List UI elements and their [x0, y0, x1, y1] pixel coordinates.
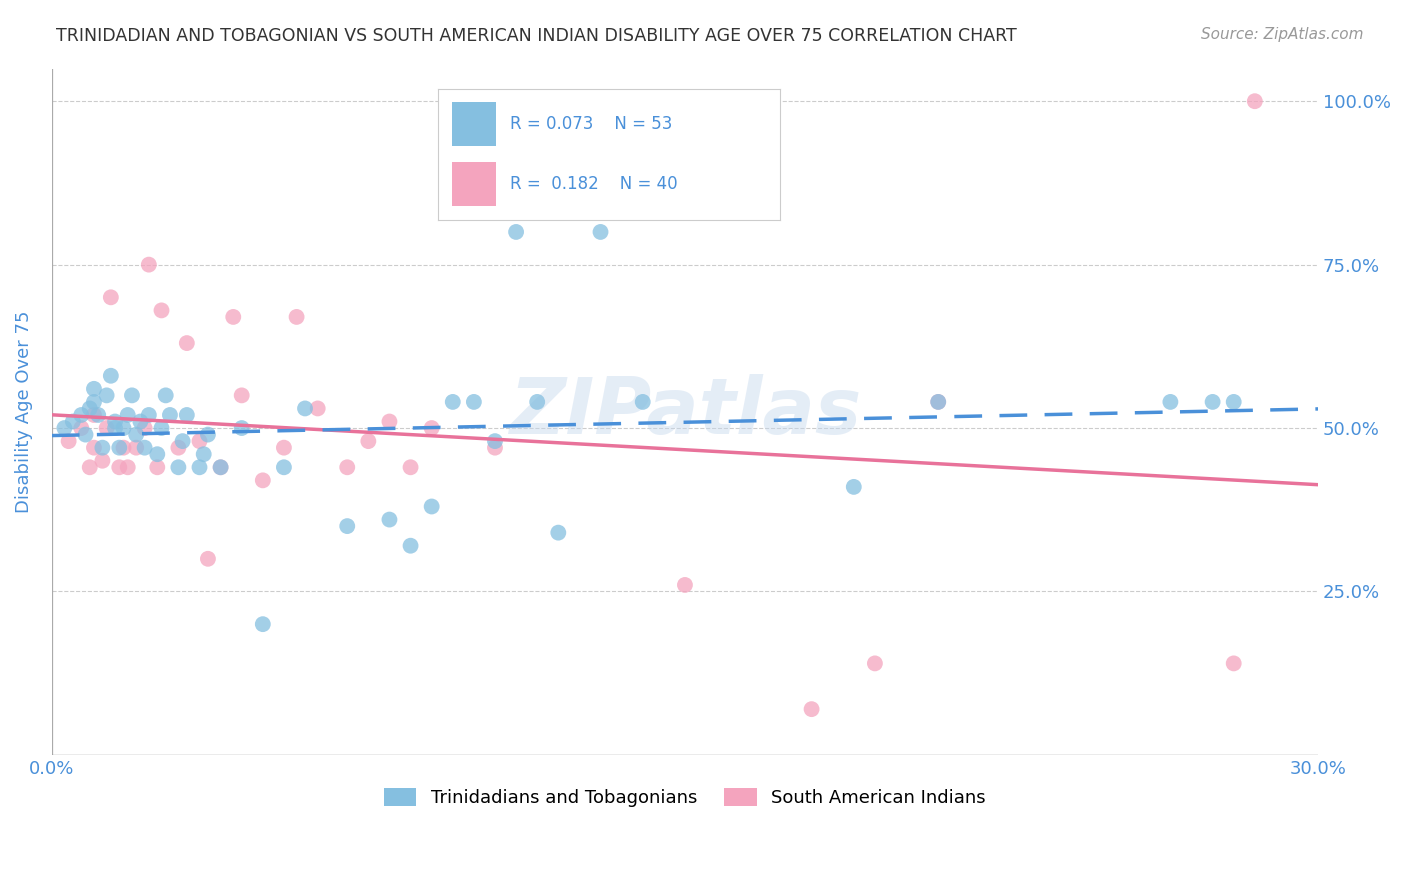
Point [673, 578, 696, 592]
Point [420, 421, 443, 435]
Point [87, 408, 110, 422]
Point [83, 408, 105, 422]
Point [125, 441, 148, 455]
Point [176, 336, 198, 351]
Point [1159, 395, 1181, 409]
Point [146, 460, 169, 475]
Point [172, 434, 194, 449]
Point [231, 388, 253, 402]
Point [1222, 395, 1244, 409]
Point [117, 460, 139, 475]
Point [75, 427, 97, 442]
Point [155, 388, 177, 402]
Point [112, 421, 135, 435]
Point [100, 368, 122, 383]
Point [1243, 94, 1265, 108]
Point [222, 310, 245, 324]
Point [108, 460, 131, 475]
Point [420, 500, 443, 514]
Point [209, 460, 232, 475]
Point [104, 421, 127, 435]
Point [58, 434, 80, 449]
Point [129, 415, 152, 429]
Point [125, 427, 148, 442]
Point [285, 310, 308, 324]
Point [104, 415, 127, 429]
Point [484, 434, 506, 449]
Point [138, 408, 160, 422]
Point [399, 460, 422, 475]
Point [378, 415, 401, 429]
Point [146, 447, 169, 461]
Point [800, 702, 823, 716]
Point [117, 408, 139, 422]
Point [100, 290, 122, 304]
Point [70, 421, 93, 435]
Point [159, 408, 181, 422]
Point [91, 454, 114, 468]
Point [547, 525, 569, 540]
Point [83, 395, 105, 409]
Point [927, 395, 949, 409]
Point [273, 460, 295, 475]
Point [197, 551, 219, 566]
Point [441, 395, 464, 409]
Point [79, 401, 101, 416]
Point [79, 460, 101, 475]
Y-axis label: Disability Age Over 75: Disability Age Over 75 [15, 310, 32, 513]
Point [112, 441, 135, 455]
Point [842, 480, 865, 494]
Point [294, 401, 316, 416]
Point [357, 434, 380, 449]
Point [484, 441, 506, 455]
Point [188, 434, 211, 449]
Point [307, 401, 329, 416]
Point [134, 421, 156, 435]
Point [273, 441, 295, 455]
Point [150, 421, 173, 435]
Point [1201, 395, 1223, 409]
Point [193, 447, 215, 461]
Point [378, 512, 401, 526]
Point [83, 382, 105, 396]
Point [399, 539, 422, 553]
Point [927, 395, 949, 409]
Point [188, 460, 211, 475]
Point [463, 94, 485, 108]
Point [863, 657, 886, 671]
Point [96, 421, 118, 435]
Point [197, 427, 219, 442]
Point [91, 441, 114, 455]
Text: Source: ZipAtlas.com: Source: ZipAtlas.com [1201, 27, 1364, 42]
Point [53, 421, 76, 435]
Point [209, 460, 232, 475]
Point [336, 519, 359, 533]
Point [336, 460, 359, 475]
Point [96, 388, 118, 402]
Point [463, 395, 485, 409]
Point [167, 460, 190, 475]
Point [631, 395, 654, 409]
Point [150, 303, 173, 318]
Point [176, 408, 198, 422]
Point [231, 421, 253, 435]
Point [589, 225, 612, 239]
Point [252, 617, 274, 632]
Point [1222, 657, 1244, 671]
Point [83, 441, 105, 455]
Text: ZIPatlas: ZIPatlas [509, 374, 860, 450]
Legend: Trinidadians and Tobagonians, South American Indians: Trinidadians and Tobagonians, South Amer… [377, 780, 993, 814]
Point [167, 441, 190, 455]
Point [505, 225, 527, 239]
Point [108, 441, 131, 455]
Point [138, 258, 160, 272]
Point [62, 415, 84, 429]
Point [252, 474, 274, 488]
Point [121, 388, 143, 402]
Point [134, 441, 156, 455]
Text: TRINIDADIAN AND TOBAGONIAN VS SOUTH AMERICAN INDIAN DISABILITY AGE OVER 75 CORRE: TRINIDADIAN AND TOBAGONIAN VS SOUTH AMER… [56, 27, 1017, 45]
Point [70, 408, 93, 422]
Point [526, 395, 548, 409]
